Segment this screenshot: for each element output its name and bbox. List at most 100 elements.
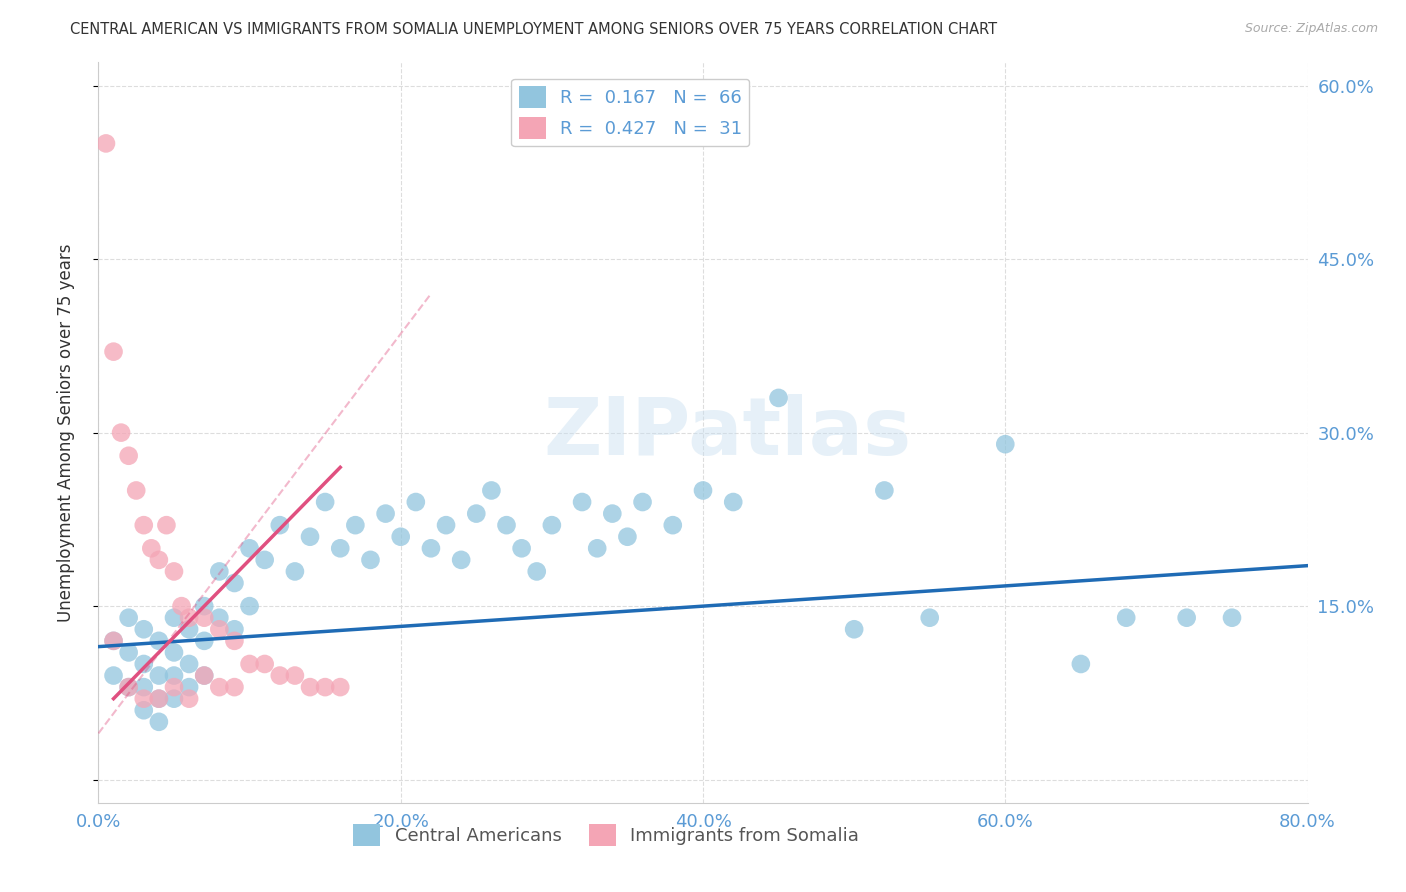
Point: [224, 680, 246, 694]
Point: [269, 668, 291, 682]
Point: [873, 483, 896, 498]
Point: [299, 530, 322, 544]
Point: [193, 599, 215, 614]
Point: [602, 507, 624, 521]
Point: [132, 691, 155, 706]
Point: [344, 518, 367, 533]
Point: [269, 518, 291, 533]
Point: [118, 680, 141, 694]
Point: [193, 668, 215, 682]
Point: [239, 599, 262, 614]
Point: [450, 553, 472, 567]
Point: [374, 507, 396, 521]
Point: [110, 425, 132, 440]
Point: [103, 344, 125, 359]
Point: [132, 703, 155, 717]
Point: [389, 530, 412, 544]
Point: [540, 518, 562, 533]
Point: [179, 691, 201, 706]
Point: [193, 633, 215, 648]
Point: [360, 553, 382, 567]
Point: [224, 633, 246, 648]
Point: [661, 518, 683, 533]
Point: [420, 541, 443, 556]
Point: [163, 565, 186, 579]
Point: [253, 657, 276, 671]
Point: [170, 599, 193, 614]
Point: [284, 565, 307, 579]
Point: [1115, 611, 1137, 625]
Point: [1070, 657, 1092, 671]
Point: [616, 530, 638, 544]
Point: [103, 668, 125, 682]
Point: [224, 622, 246, 636]
Point: [314, 680, 336, 694]
Point: [103, 633, 125, 648]
Point: [148, 714, 170, 729]
Point: [994, 437, 1017, 451]
Y-axis label: Unemployment Among Seniors over 75 years: Unemployment Among Seniors over 75 years: [56, 244, 75, 622]
Point: [155, 518, 177, 533]
Point: [495, 518, 517, 533]
Point: [526, 565, 548, 579]
Point: [918, 611, 941, 625]
Point: [141, 541, 163, 556]
Point: [208, 680, 231, 694]
Point: [193, 611, 215, 625]
Point: [132, 680, 155, 694]
Point: [118, 680, 141, 694]
Point: [239, 541, 262, 556]
Point: [193, 668, 215, 682]
Point: [179, 657, 201, 671]
Point: [179, 680, 201, 694]
Legend: Central Americans, Immigrants from Somalia: Central Americans, Immigrants from Somal…: [346, 816, 866, 853]
Point: [148, 668, 170, 682]
Point: [148, 691, 170, 706]
Point: [844, 622, 866, 636]
Point: [208, 565, 231, 579]
Text: Source: ZipAtlas.com: Source: ZipAtlas.com: [1244, 22, 1378, 36]
Point: [179, 611, 201, 625]
Point: [329, 680, 352, 694]
Point: [224, 576, 246, 591]
Point: [253, 553, 276, 567]
Point: [314, 495, 336, 509]
Point: [125, 483, 148, 498]
Point: [1175, 611, 1198, 625]
Point: [631, 495, 654, 509]
Point: [118, 645, 141, 659]
Point: [434, 518, 457, 533]
Point: [692, 483, 714, 498]
Point: [510, 541, 533, 556]
Point: [163, 668, 186, 682]
Point: [118, 611, 141, 625]
Text: CENTRAL AMERICAN VS IMMIGRANTS FROM SOMALIA UNEMPLOYMENT AMONG SENIORS OVER 75 Y: CENTRAL AMERICAN VS IMMIGRANTS FROM SOMA…: [70, 22, 997, 37]
Point: [239, 657, 262, 671]
Point: [405, 495, 427, 509]
Point: [163, 680, 186, 694]
Point: [284, 668, 307, 682]
Point: [132, 657, 155, 671]
Point: [465, 507, 488, 521]
Point: [163, 645, 186, 659]
Point: [118, 449, 141, 463]
Point: [768, 391, 790, 405]
Point: [148, 691, 170, 706]
Point: [208, 611, 231, 625]
Point: [163, 611, 186, 625]
Point: [94, 136, 117, 151]
Point: [179, 622, 201, 636]
Point: [132, 622, 155, 636]
Text: ZIPatlas: ZIPatlas: [543, 393, 911, 472]
Point: [103, 633, 125, 648]
Point: [148, 633, 170, 648]
Point: [148, 553, 170, 567]
Point: [586, 541, 609, 556]
Point: [1220, 611, 1243, 625]
Point: [571, 495, 593, 509]
Point: [723, 495, 745, 509]
Point: [299, 680, 322, 694]
Point: [132, 518, 155, 533]
Point: [208, 622, 231, 636]
Point: [163, 691, 186, 706]
